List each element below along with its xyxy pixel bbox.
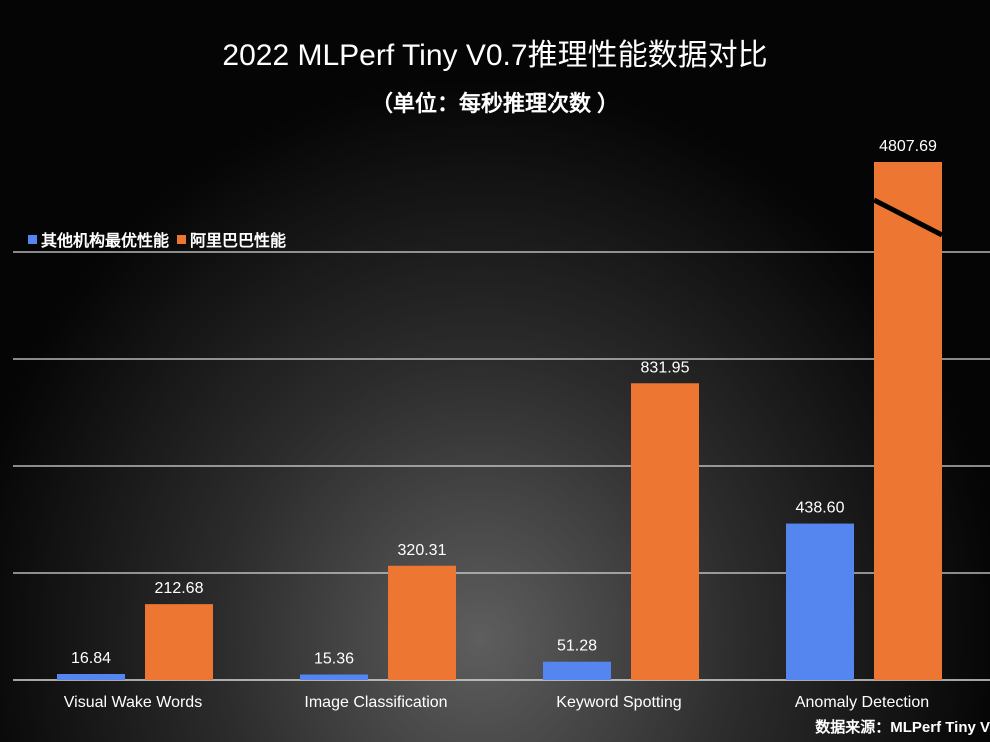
bar-alibaba bbox=[388, 565, 456, 680]
data-label: 438.60 bbox=[796, 500, 845, 517]
data-label: 15.36 bbox=[314, 651, 354, 668]
data-label: 4807.69 bbox=[879, 138, 937, 155]
data-source: 数据来源：MLPerf Tiny V bbox=[815, 719, 990, 736]
data-label: 51.28 bbox=[557, 638, 597, 655]
chart-subtitle: （单位：每秒推理次数 ） bbox=[370, 91, 620, 116]
legend: 其他机构最优性能 阿里巴巴性能 bbox=[28, 227, 286, 251]
bar-alibaba bbox=[145, 604, 213, 680]
data-label: 831.95 bbox=[641, 359, 690, 376]
bar-other bbox=[57, 673, 125, 680]
bar-other bbox=[786, 523, 854, 680]
chart-title: 2022 MLPerf Tiny V0.7推理性能数据对比 bbox=[222, 39, 768, 72]
legend-swatch-other bbox=[28, 234, 37, 244]
bar-other bbox=[543, 661, 611, 680]
x-tick-label: Image Classification bbox=[304, 694, 447, 711]
data-label: 212.68 bbox=[155, 580, 204, 597]
axis-break-mark bbox=[872, 197, 944, 238]
data-label: 16.84 bbox=[71, 650, 111, 667]
legend-label-other: 其他机构最优性能 bbox=[41, 233, 170, 250]
legend-label-alibaba: 阿里巴巴性能 bbox=[190, 233, 287, 250]
x-tick-label: Anomaly Detection bbox=[795, 694, 929, 711]
bar-alibaba bbox=[631, 383, 699, 680]
bar-other bbox=[300, 674, 368, 680]
x-tick-label: Keyword Spotting bbox=[556, 694, 681, 711]
x-tick-label: Visual Wake Words bbox=[64, 694, 202, 711]
legend-swatch-alibaba bbox=[177, 234, 187, 244]
data-label: 320.31 bbox=[398, 542, 447, 559]
bar-alibaba bbox=[874, 162, 942, 680]
